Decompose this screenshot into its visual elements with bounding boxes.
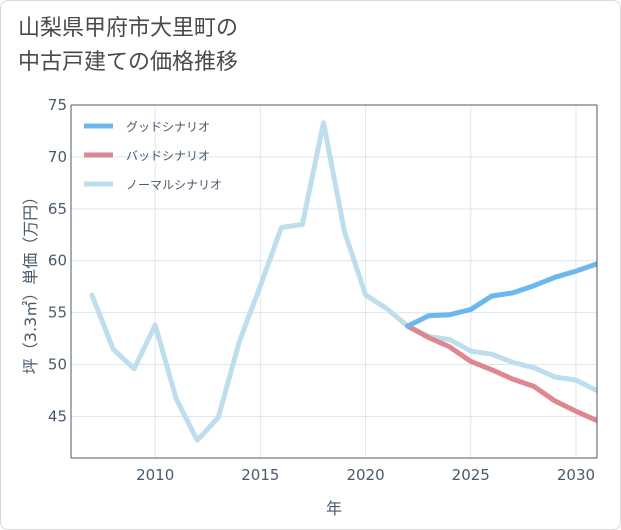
- x-tick-label-2010: 2010: [136, 466, 174, 484]
- x-tick-label-2025: 2025: [452, 466, 490, 484]
- y-tick-label-45: 45: [48, 407, 67, 425]
- legend-label-1: バッドシナリオ: [126, 149, 210, 163]
- y-tick-label-55: 55: [48, 304, 67, 322]
- y-tick-label-70: 70: [48, 148, 67, 166]
- grid: [71, 104, 597, 458]
- x-tick-label-2020: 2020: [346, 466, 384, 484]
- y-tick-label-60: 60: [48, 252, 67, 270]
- legend-label-2: ノーマルシナリオ: [126, 178, 222, 192]
- plot-area: [71, 105, 597, 458]
- series-line-1: [405, 323, 597, 424]
- series-line-2: [89, 120, 597, 443]
- x-axis-title: 年: [326, 499, 342, 518]
- chart-title: 山梨県甲府市大里町の 中古戸建ての価格推移: [18, 16, 239, 75]
- series-line-0: [405, 261, 597, 329]
- y-tick-label-50: 50: [48, 356, 67, 374]
- axes: [70, 104, 598, 459]
- y-tick-label-75: 75: [48, 96, 67, 114]
- series-layer: [89, 120, 597, 443]
- tick-labels: 45 50 55 60 65 70 75 2010 2015 2020 2025 2030: [48, 96, 595, 484]
- y-tick-label-65: 65: [48, 200, 67, 218]
- x-tick-label-2030: 2030: [557, 466, 595, 484]
- y-axis-title: 坪（3.3㎡）単価（万円）: [21, 189, 40, 374]
- legend-label-0: グッドシナリオ: [126, 120, 210, 134]
- x-tick-label-2015: 2015: [241, 466, 279, 484]
